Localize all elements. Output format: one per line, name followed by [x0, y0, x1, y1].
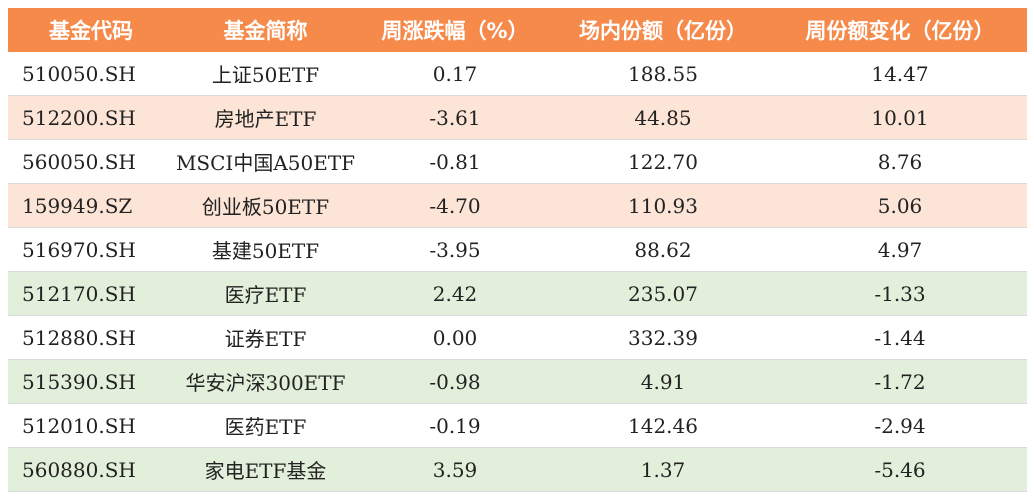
cell-weekly-change: -0.81 [429, 149, 481, 174]
cell-share-change: 4.97 [877, 237, 923, 262]
table-row: 560050.SH MSCI中国A50ETF -0.81 122.70 8.76 [8, 140, 1027, 184]
cell-weekly-change: -0.19 [429, 413, 481, 438]
cell-fund-code: 512880.SH [22, 325, 136, 350]
cell-share-change: -5.46 [874, 457, 926, 482]
cell-fund-name: 上证50ETF [211, 63, 320, 87]
table-body: 510050.SH 上证50ETF 0.17 188.55 14.47 512200.SH… [8, 52, 1027, 492]
cell-share-change: -2.94 [874, 413, 926, 438]
cell-share-change: -1.72 [874, 369, 926, 394]
cell-fund-name: 家电ETF基金 [204, 459, 327, 483]
cell-weekly-change: 0.17 [432, 61, 478, 86]
cell-shares: 88.62 [634, 237, 692, 262]
cell-fund-code: 515390.SH [22, 369, 136, 394]
cell-share-change: 8.76 [877, 149, 923, 174]
cell-fund-code: 512170.SH [22, 281, 136, 306]
cell-weekly-change: 3.59 [432, 457, 478, 482]
cell-shares: 122.70 [628, 149, 698, 174]
cell-fund-name: 创业板50ETF [201, 195, 330, 219]
cell-shares: 44.85 [634, 105, 692, 130]
cell-shares: 142.46 [628, 413, 698, 438]
cell-fund-name: 基建50ETF [211, 239, 320, 263]
cell-weekly-change: -3.95 [429, 237, 481, 262]
header-shares: 场内份额（亿份） [579, 19, 747, 43]
cell-fund-code: 512200.SH [22, 105, 136, 130]
cell-shares: 4.91 [640, 369, 686, 394]
cell-shares: 1.37 [640, 457, 686, 482]
cell-fund-name: 房地产ETF [214, 107, 317, 131]
table-row: 512170.SH 医疗ETF 2.42 235.07 -1.33 [8, 272, 1027, 316]
table-row: 512010.SH 医药ETF -0.19 142.46 -2.94 [8, 404, 1027, 448]
cell-shares: 110.93 [628, 193, 698, 218]
cell-share-change: -1.33 [874, 281, 926, 306]
cell-weekly-change: 2.42 [432, 281, 478, 306]
cell-shares: 332.39 [628, 325, 698, 350]
cell-fund-name: 医疗ETF [224, 283, 307, 307]
cell-weekly-change: -3.61 [429, 105, 481, 130]
table-header: 基金代码 基金简称 周涨跌幅（%） 场内份额（亿份） 周份额变化（亿份） [8, 8, 1027, 52]
cell-fund-name: 医药ETF [224, 415, 307, 439]
cell-fund-name: MSCI中国A50ETF [175, 151, 356, 175]
cell-fund-name: 华安沪深300ETF [185, 371, 346, 395]
cell-shares: 235.07 [628, 281, 698, 306]
header-fund-name: 基金简称 [223, 19, 308, 43]
header-fund-code: 基金代码 [49, 19, 133, 43]
cell-fund-code: 510050.SH [22, 61, 136, 86]
cell-share-change: -1.44 [874, 325, 926, 350]
cell-fund-code: 560050.SH [22, 149, 136, 174]
cell-weekly-change: -0.98 [429, 369, 481, 394]
cell-share-change: 10.01 [871, 105, 929, 130]
header-share-change: 周份额变化（亿份） [805, 19, 995, 43]
etf-share-change-table: 基金代码 基金简称 周涨跌幅（%） 场内份额（亿份） 周份额变化（亿份） 510… [8, 8, 1027, 492]
cell-fund-code: 159949.SZ [22, 193, 133, 218]
cell-shares: 188.55 [628, 61, 698, 86]
cell-weekly-change: 0.00 [432, 325, 478, 350]
cell-weekly-change: -4.70 [429, 193, 481, 218]
header-weekly-change: 周涨跌幅（%） [381, 19, 529, 43]
table-row: 515390.SH 华安沪深300ETF -0.98 4.91 -1.72 [8, 360, 1027, 404]
cell-fund-code: 512010.SH [22, 413, 136, 438]
cell-fund-code: 516970.SH [22, 237, 136, 262]
table-row: 512880.SH 证券ETF 0.00 332.39 -1.44 [8, 316, 1027, 360]
table-row: 159949.SZ 创业板50ETF -4.70 110.93 5.06 [8, 184, 1027, 228]
table-row: 560880.SH 家电ETF基金 3.59 1.37 -5.46 [8, 448, 1027, 492]
table-row: 510050.SH 上证50ETF 0.17 188.55 14.47 [8, 52, 1027, 96]
cell-fund-name: 证券ETF [224, 327, 307, 351]
cell-share-change: 14.47 [871, 61, 929, 86]
cell-fund-code: 560880.SH [22, 457, 136, 482]
table-row: 512200.SH 房地产ETF -3.61 44.85 10.01 [8, 96, 1027, 140]
table-row: 516970.SH 基建50ETF -3.95 88.62 4.97 [8, 228, 1027, 272]
cell-share-change: 5.06 [877, 193, 923, 218]
